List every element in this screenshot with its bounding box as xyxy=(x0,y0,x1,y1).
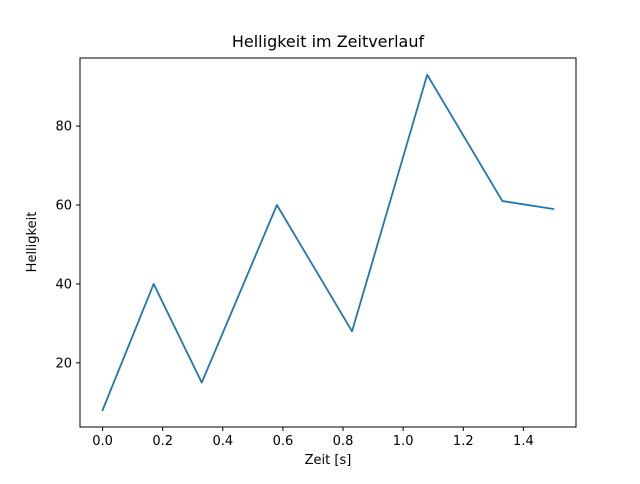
y-tick-label: 20 xyxy=(55,356,72,371)
y-axis-label: Helligkeit xyxy=(25,212,40,273)
x-tick-label: 0.8 xyxy=(333,434,354,449)
y-tick-label: 80 xyxy=(55,120,72,135)
x-tick-label: 0.2 xyxy=(152,434,173,449)
y-tick-label: 60 xyxy=(55,199,72,214)
data-line xyxy=(101,73,555,412)
x-tick-label: 0.4 xyxy=(212,434,233,449)
x-tick-label: 0.0 xyxy=(92,434,113,449)
x-tick-label: 1.2 xyxy=(453,434,474,449)
x-tick-label: 0.6 xyxy=(273,434,294,449)
chart-title: Helligkeit im Zeitverlauf xyxy=(232,32,425,51)
y-tick-label: 40 xyxy=(55,277,72,292)
x-tick-label: 1.0 xyxy=(393,434,414,449)
x-tick-label: 1.4 xyxy=(513,434,534,449)
plot-border xyxy=(79,57,577,428)
x-axis-label: Zeit [s] xyxy=(305,453,352,468)
